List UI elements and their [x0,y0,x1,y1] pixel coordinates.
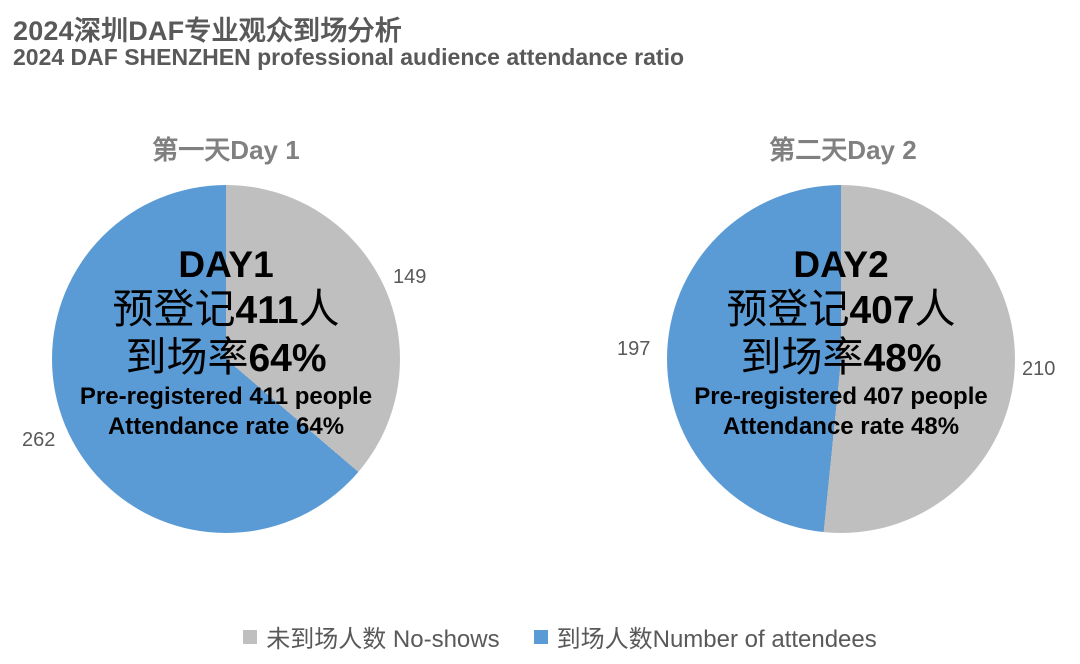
legend-item-no-shows: 未到场人数 No-shows [243,619,500,654]
attendees-swatch-icon [533,629,548,644]
day2-preregistered-zh: 预登记407人 [726,285,956,333]
day1-no-shows-value: 149 [393,266,427,288]
day2-attendees-value: 197 [617,338,651,360]
chart-title-day2: 第二天Day 2 [769,135,917,165]
pie-chart-day1 [52,185,400,533]
page-title-en: 2024 DAF SHENZHEN professional audience … [13,44,685,70]
legend-label-attendees: 到场人数Number of attendees [556,626,877,653]
day2-attendance-rate-en: Attendance rate 48% [722,413,960,440]
day1-attendance-rate-zh: 到场率64% [125,333,327,381]
day2-label: DAY2 [793,244,889,285]
no-shows-swatch-icon [243,629,258,644]
day1-preregistered-en: Pre-registered 411 people [79,383,373,410]
chart-title-day1: 第一天Day 1 [152,135,300,165]
pie-chart-day2 [667,185,1015,533]
page-title-zh: 2024深圳DAF专业观众到场分析 [13,16,402,46]
day1-label: DAY1 [178,244,274,285]
chart-legend: 未到场人数 No-shows 到场人数Number of attendees [0,619,1080,654]
day1-attendees-value: 262 [22,429,56,451]
day2-preregistered-en: Pre-registered 407 people [694,383,988,410]
legend-label-no-shows: 未到场人数 No-shows [266,626,500,653]
day2-attendance-rate-zh: 到场率48% [740,333,942,381]
day2-no-shows-value: 210 [1022,358,1056,380]
legend-item-attendees: 到场人数Number of attendees [533,619,877,654]
pie-center-text-day1: DAY1 预登记411人 到场率64% Pre-registered 411 p… [36,244,416,442]
day1-preregistered-zh: 预登记411人 [112,285,340,333]
pie-center-text-day2: DAY2 预登记407人 到场率48% Pre-registered 407 p… [651,244,1031,442]
day1-attendance-rate-en: Attendance rate 64% [107,413,345,440]
